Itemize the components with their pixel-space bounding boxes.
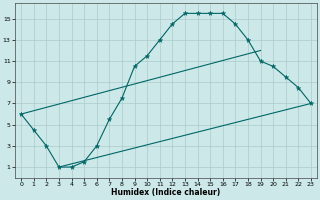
X-axis label: Humidex (Indice chaleur): Humidex (Indice chaleur) bbox=[111, 188, 221, 197]
